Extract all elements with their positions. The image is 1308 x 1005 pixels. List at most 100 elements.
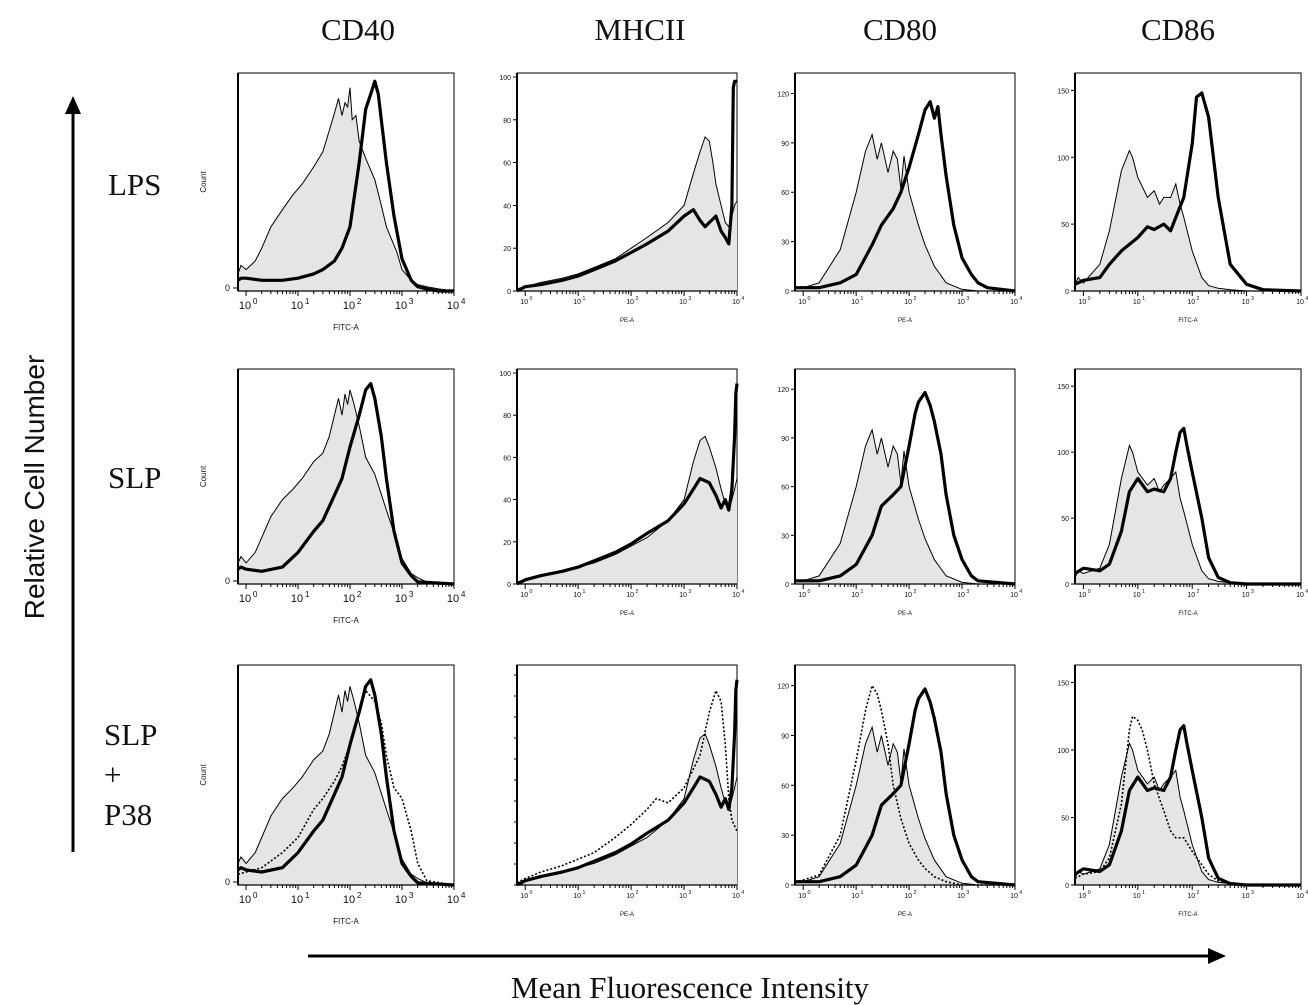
x-tick-label: 10 (626, 893, 634, 900)
y-tick-label: 0 (507, 289, 511, 296)
y-tick-label: 40 (503, 203, 511, 210)
reference-histogram-line (795, 132, 1015, 292)
y-axis-arrowhead (65, 96, 81, 114)
channel-label: PE-A (620, 912, 634, 918)
treatment-histogram-line (516, 679, 739, 887)
row-label-3-line-1: SLP (104, 717, 157, 752)
column-header-cd40: CD40 (321, 12, 395, 47)
channel-label: FITC-A (1178, 912, 1197, 918)
x-tick-label: 10 (395, 300, 407, 312)
x-tick-label: 10 (1010, 893, 1018, 900)
x-tick-exponent: 1 (860, 296, 863, 302)
x-tick-label: 10 (1296, 299, 1304, 306)
treatment-histogram-line (237, 79, 454, 293)
x-tick-exponent: 1 (860, 589, 863, 595)
x-tick-exponent: 2 (357, 891, 362, 900)
x-tick-label: 10 (1296, 592, 1304, 599)
y-tick-label: 0 (225, 283, 230, 293)
channel-label: PE-A (898, 912, 912, 918)
y-axis-title: Relative Cell Number (19, 355, 50, 620)
x-tick-exponent: 2 (1197, 589, 1200, 595)
reference-histogram-fill (1075, 150, 1301, 291)
x-tick-label: 10 (679, 592, 687, 599)
treatment-histogram-line (516, 383, 739, 586)
column-header-cd80: CD80 (863, 12, 937, 47)
x-tick-exponent: 4 (741, 890, 744, 896)
row-label-3-line-3: P38 (104, 797, 152, 832)
x-tick-label: 10 (291, 300, 303, 312)
inhibitor-histogram-line (1074, 714, 1301, 886)
x-tick-exponent: 4 (461, 891, 466, 900)
y-tick-label: 0 (1065, 289, 1069, 296)
x-tick-label: 10 (851, 299, 859, 306)
x-tick-exponent: 0 (808, 890, 811, 896)
x-tick-exponent: 0 (253, 590, 258, 599)
x-tick-label: 10 (343, 593, 355, 605)
y-tick-label: 20 (503, 246, 511, 253)
x-tick-label: 10 (957, 893, 965, 900)
x-tick-exponent: 1 (1142, 296, 1145, 302)
x-tick-label: 10 (732, 893, 740, 900)
channel-label: PE-A (620, 318, 634, 324)
x-tick-exponent: 3 (1251, 589, 1254, 595)
x-tick-exponent: 4 (1019, 890, 1022, 896)
x-tick-exponent: 4 (461, 297, 466, 306)
x-tick-exponent: 3 (688, 890, 691, 896)
row-label-2-line-1: SLP (108, 460, 161, 495)
x-tick-label: 10 (239, 300, 251, 312)
x-tick-label: 10 (447, 593, 459, 605)
x-tick-label: 10 (957, 592, 965, 599)
y-tick-label: 80 (503, 413, 511, 420)
channel-label: PE-A (898, 318, 912, 324)
x-tick-exponent: 2 (1197, 890, 1200, 896)
reference-histogram-fill (517, 436, 737, 584)
y-tick-label: 50 (1061, 816, 1069, 823)
x-tick-exponent: 3 (688, 589, 691, 595)
x-tick-exponent: 4 (1019, 296, 1022, 302)
x-tick-exponent: 0 (1088, 296, 1091, 302)
x-tick-label: 10 (626, 592, 634, 599)
x-tick-exponent: 2 (357, 590, 362, 599)
x-tick-label: 10 (573, 299, 581, 306)
reference-histogram-line (1074, 149, 1301, 292)
treatment-histogram-line (237, 382, 455, 586)
x-tick-exponent: 4 (741, 296, 744, 302)
x-tick-label: 10 (851, 893, 859, 900)
x-tick-label: 10 (904, 299, 912, 306)
x-tick-exponent: 1 (860, 890, 863, 896)
x-tick-label: 10 (447, 300, 459, 312)
x-tick-exponent: 3 (966, 589, 969, 595)
reference-histogram-fill (238, 389, 454, 584)
reference-histogram-fill (517, 136, 737, 291)
y-tick-label: 60 (503, 161, 511, 168)
x-tick-label: 10 (1079, 592, 1087, 599)
y-tick-label: 0 (507, 582, 511, 589)
row-labels: LPS SLP SLP + P38 (104, 167, 161, 832)
x-tick-exponent: 4 (741, 589, 744, 595)
x-tick-exponent: 3 (409, 891, 414, 900)
reference-histogram-line (795, 428, 1015, 585)
x-tick-exponent: 1 (1142, 890, 1145, 896)
reference-histogram-fill (795, 134, 1015, 291)
x-tick-label: 10 (957, 299, 965, 306)
x-tick-label: 10 (291, 894, 303, 906)
y-tick-label: 50 (1061, 222, 1069, 229)
y-tick-label: 0 (225, 877, 230, 887)
x-tick-label: 10 (1010, 592, 1018, 599)
x-tick-label: 10 (1010, 299, 1018, 306)
x-tick-exponent: 1 (305, 590, 310, 599)
x-tick-label: 10 (798, 299, 806, 306)
y-tick-label: 80 (503, 118, 511, 125)
x-tick-exponent: 4 (1305, 296, 1308, 302)
x-tick-label: 10 (447, 894, 459, 906)
channel-label: FITC-A (333, 323, 359, 332)
x-tick-exponent: 1 (582, 890, 585, 896)
x-tick-exponent: 3 (966, 890, 969, 896)
x-tick-exponent: 3 (966, 296, 969, 302)
